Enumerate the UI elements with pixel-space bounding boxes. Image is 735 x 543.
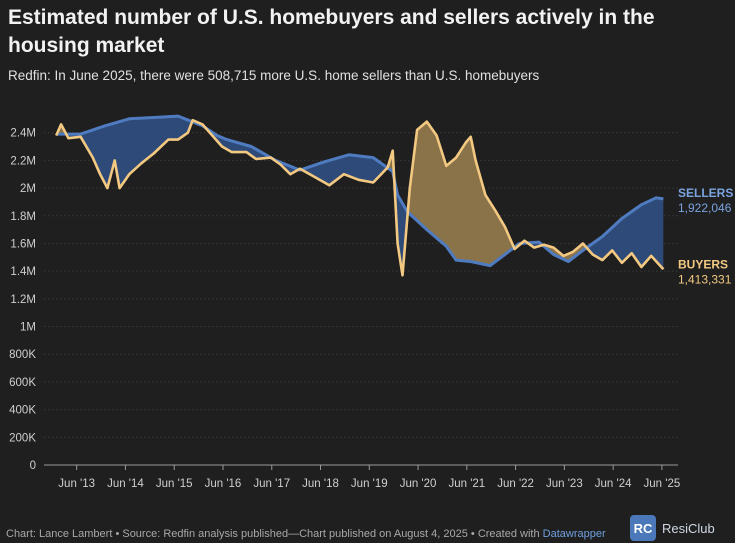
y-tick-label: 1.2M [10, 294, 36, 306]
y-tick-label: 2.4M [10, 128, 36, 140]
x-tick-label: Jun '18 [302, 478, 339, 490]
buyers-end-label: BUYERS [678, 257, 728, 271]
chart-footer: Chart: Lance Lambert • Source: Redfin an… [6, 528, 606, 540]
datawrapper-link[interactable]: Datawrapper [542, 528, 606, 540]
x-tick-label: Jun '14 [107, 478, 144, 490]
y-tick-label: 1.8M [10, 211, 36, 223]
x-tick-label: Jun '19 [351, 478, 388, 490]
chart-subtitle: Redfin: In June 2025, there were 508,715… [8, 68, 540, 83]
x-tick-label: Jun '17 [253, 478, 290, 490]
gap-fills [56, 116, 664, 276]
x-tick-label: Jun '16 [205, 478, 242, 490]
y-tick-label: 1M [20, 322, 36, 334]
brand: RC ResiClub [630, 515, 715, 541]
y-tick-label: 2.2M [10, 155, 36, 167]
buyers-line [55, 118, 665, 277]
x-tick-label: Jun '20 [400, 478, 437, 490]
sellers-line [56, 114, 664, 268]
y-axis: 0 200K 400K 600K 800K 1M 1.2M 1.4M 1.6M 1.8M 2M 2.2… [9, 128, 36, 472]
sellers-above-buyers-fill [56, 116, 664, 276]
x-tick-label: Jun '24 [595, 478, 632, 490]
y-tick-label: 1.6M [10, 238, 36, 250]
x-tick-label: Jun '21 [448, 478, 485, 490]
series-lines [55, 114, 665, 277]
y-tick-label: 600K [9, 377, 36, 389]
x-tick-label: Jun '13 [58, 478, 95, 490]
resiclub-logo-icon: RC [630, 515, 656, 541]
y-tick-label: 1.4M [10, 266, 36, 278]
x-tick-label: Jun '23 [546, 478, 583, 490]
sellers-end-value: 1,922,046 [678, 201, 732, 215]
y-tick-label: 0 [30, 460, 36, 472]
y-tick-label: 800K [9, 349, 36, 361]
chart-title: Estimated number of U.S. homebuyers and … [8, 6, 655, 57]
x-tick-label: Jun '15 [156, 478, 193, 490]
sellers-end-label: SELLERS [678, 186, 733, 200]
footer-credit: Chart: Lance Lambert • Source: Redfin an… [6, 528, 543, 540]
x-axis: Jun '13 Jun '14 Jun '15 Jun '16 Jun '17 Jun '… [58, 465, 680, 490]
buyers-end-value: 1,413,331 [678, 272, 732, 286]
y-tick-label: 400K [9, 405, 36, 417]
x-tick-label: Jun '25 [644, 478, 681, 490]
brand-name: ResiClub [662, 520, 715, 536]
y-grid [44, 132, 678, 466]
y-tick-label: 200K [9, 432, 36, 444]
x-tick-label: Jun '22 [497, 478, 534, 490]
y-tick-label: 2M [20, 183, 36, 195]
